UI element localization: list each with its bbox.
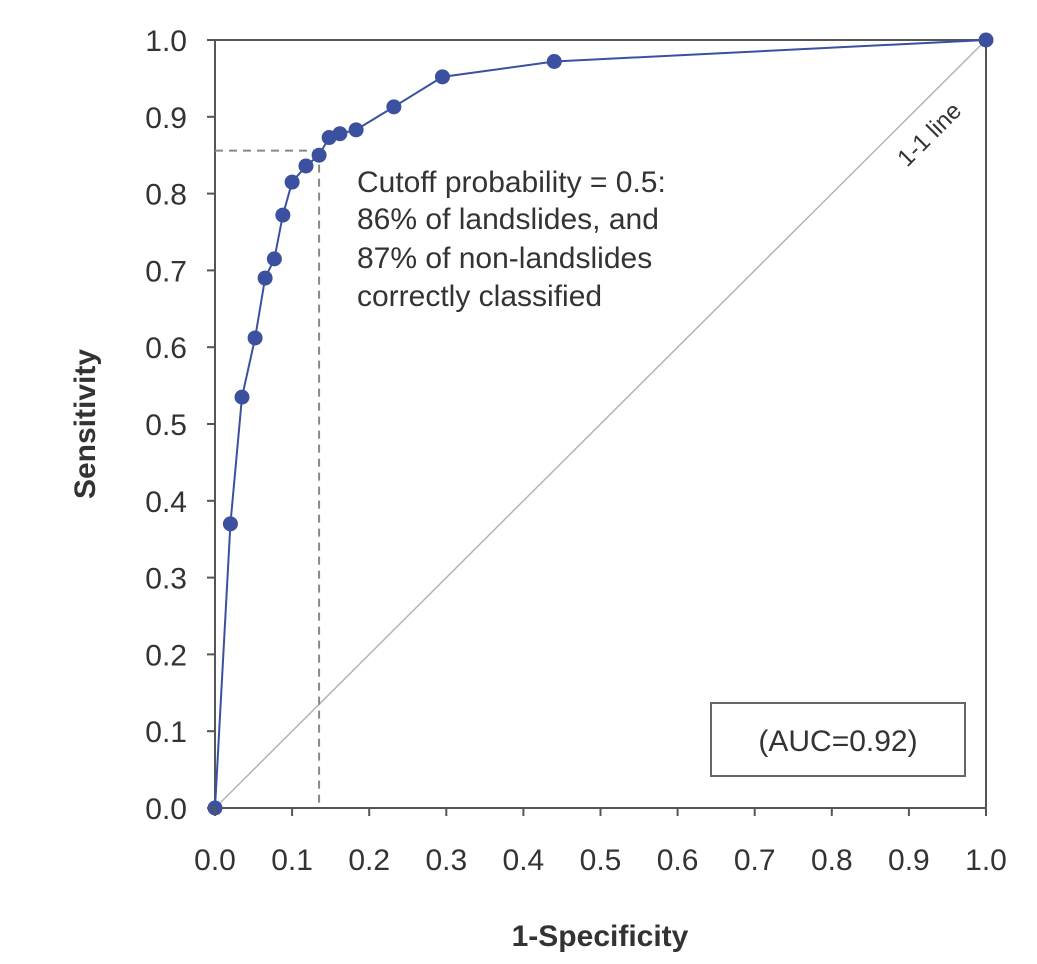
data-point xyxy=(332,126,348,142)
data-point xyxy=(247,330,263,346)
x-tick-label: 0.3 xyxy=(425,844,467,877)
data-point xyxy=(275,207,291,223)
auc-box: (AUC=0.92) xyxy=(710,702,966,777)
y-tick-label: 0.2 xyxy=(145,639,187,672)
cutoff-guides xyxy=(215,149,321,808)
series-group xyxy=(207,32,994,816)
y-tick-label: 0.8 xyxy=(145,179,187,212)
reference-line xyxy=(214,39,987,809)
data-point xyxy=(348,122,364,138)
x-tick-label: 0.5 xyxy=(580,844,622,877)
y-tick-label: 1.0 xyxy=(145,25,187,58)
annotation-line-3: 87% of non-landslides xyxy=(357,242,652,275)
data-point xyxy=(234,389,250,405)
x-axis-title: 1-Specificity xyxy=(512,920,689,953)
x-tick-label: 1.0 xyxy=(965,844,1007,877)
x-tick-label: 0.6 xyxy=(657,844,699,877)
y-tick-label: 0.5 xyxy=(145,409,187,442)
cutoff-annotation: Cutoff probability = 0.5: 86% of landsli… xyxy=(357,166,666,313)
y-tick-label: 0.1 xyxy=(145,716,187,749)
data-point xyxy=(284,174,300,190)
x-tick-label: 0.0 xyxy=(194,844,236,877)
auc-box-frame xyxy=(710,702,966,777)
data-point xyxy=(546,54,562,70)
data-point xyxy=(222,516,238,532)
y-tick-label: 0.9 xyxy=(145,102,187,135)
auc-label: (AUC=0.92) xyxy=(758,725,917,758)
reference-line-group xyxy=(214,39,987,809)
data-point xyxy=(311,147,327,163)
diagonal-label: 1-1 line xyxy=(892,97,967,172)
y-tick-label: 0.3 xyxy=(145,563,187,596)
annotation-line-4: correctly classified xyxy=(357,280,602,313)
data-point xyxy=(266,251,282,267)
y-axis-title: Sensitivity xyxy=(69,349,102,499)
x-tick-label: 0.9 xyxy=(888,844,930,877)
annotation-line-1: Cutoff probability = 0.5: xyxy=(357,166,666,199)
x-tick-label: 0.2 xyxy=(348,844,390,877)
data-point xyxy=(978,32,994,48)
x-tick-label: 0.8 xyxy=(811,844,853,877)
x-tick-label: 0.4 xyxy=(503,844,545,877)
annotation-line-2: 86% of landslides, and xyxy=(357,203,659,236)
data-point xyxy=(386,99,402,115)
y-tick-label: 0.4 xyxy=(145,486,187,519)
x-axis-ticks: 0.0 0.1 0.2 0.3 0.4 0.5 0.6 0.7 0.8 0.9 1.0 xyxy=(194,808,1007,877)
y-axis-ticks: 0.0 0.1 0.2 0.3 0.4 0.5 0.6 0.7 0.8 0.9 1.0 xyxy=(145,25,215,826)
data-point xyxy=(298,158,314,174)
data-point xyxy=(434,69,450,85)
data-point xyxy=(257,270,273,286)
y-tick-label: 0.0 xyxy=(145,793,187,826)
x-tick-label: 0.1 xyxy=(271,844,313,877)
x-tick-label: 0.7 xyxy=(734,844,776,877)
y-tick-label: 0.7 xyxy=(145,255,187,288)
y-tick-label: 0.6 xyxy=(145,332,187,365)
